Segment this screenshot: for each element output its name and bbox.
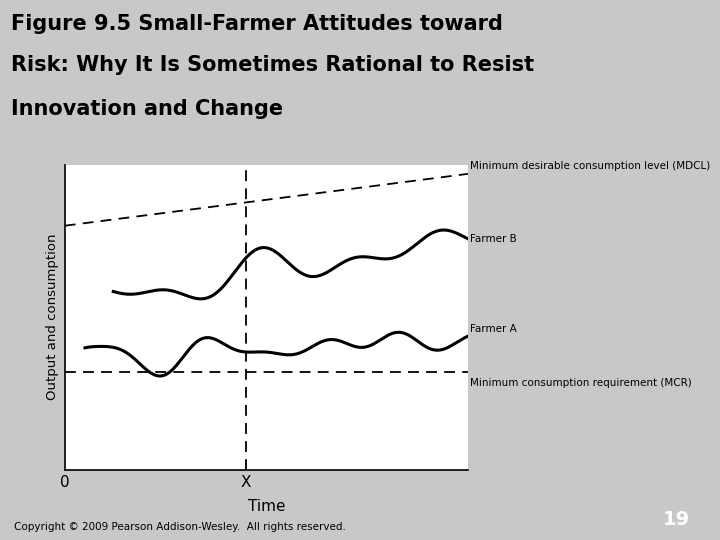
Y-axis label: Output and consumption: Output and consumption — [46, 234, 59, 401]
Text: Risk: Why It Is Sometimes Rational to Resist: Risk: Why It Is Sometimes Rational to Re… — [12, 55, 534, 75]
Text: Figure 9.5 Small-Farmer Attitudes toward: Figure 9.5 Small-Farmer Attitudes toward — [12, 14, 503, 34]
Text: Farmer B: Farmer B — [470, 234, 517, 244]
Text: Farmer A: Farmer A — [470, 323, 517, 334]
Text: Innovation and Change: Innovation and Change — [12, 99, 283, 119]
X-axis label: Time: Time — [248, 498, 285, 514]
Text: Copyright © 2009 Pearson Addison-Wesley.  All rights reserved.: Copyright © 2009 Pearson Addison-Wesley.… — [14, 522, 346, 531]
Text: Minimum consumption requirement (MCR): Minimum consumption requirement (MCR) — [470, 378, 692, 388]
Text: 19: 19 — [663, 510, 690, 529]
Text: Minimum desirable consumption level (MDCL): Minimum desirable consumption level (MDC… — [470, 161, 710, 171]
